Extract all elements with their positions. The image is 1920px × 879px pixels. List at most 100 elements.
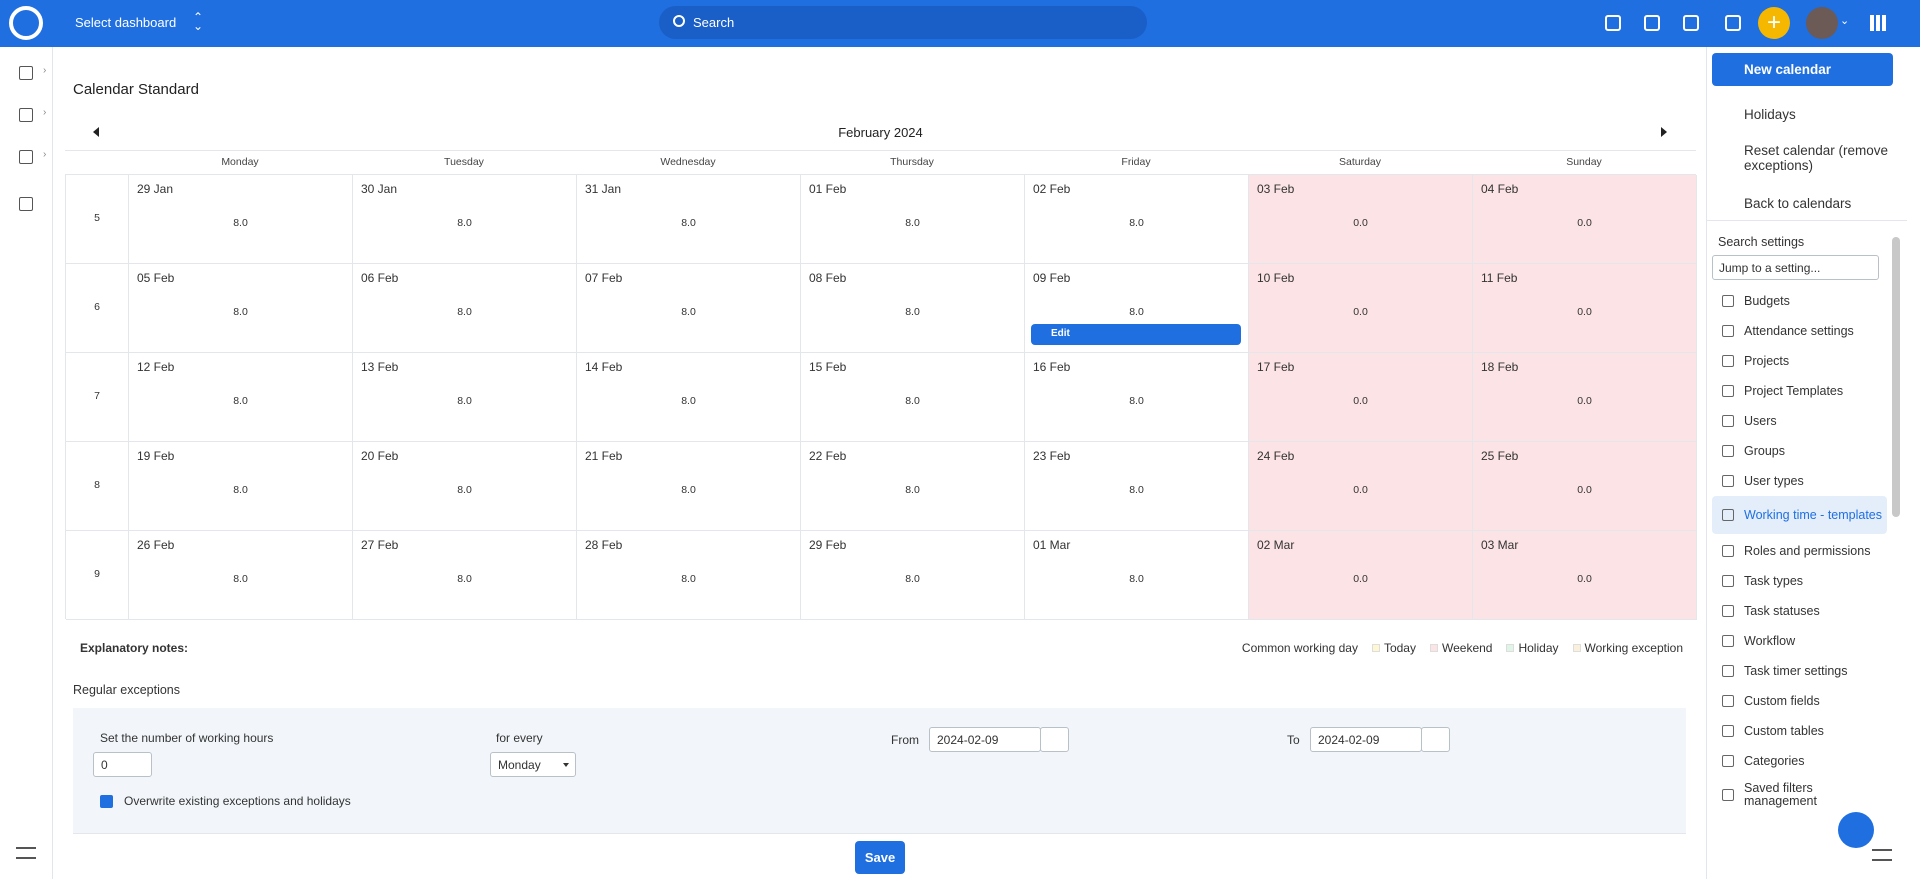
field-label: Set the number of working hours (100, 731, 274, 745)
day-cell[interactable]: 16 Feb 8.0 (1025, 353, 1249, 442)
weekday-select[interactable]: Monday (490, 752, 576, 777)
settings-item[interactable]: Projects (1712, 346, 1887, 376)
day-cell[interactable]: 06 Feb 8.0 (353, 264, 577, 353)
day-cell[interactable]: 21 Feb 8.0 (577, 442, 801, 531)
settings-item[interactable]: Task types (1712, 566, 1887, 596)
day-cell[interactable]: 27 Feb 8.0 (353, 531, 577, 620)
jump-select[interactable]: Jump to a setting... (1712, 255, 1879, 280)
settings-item[interactable]: Groups (1712, 436, 1887, 466)
settings-label: Saved filters management (1744, 781, 1817, 808)
day-cell[interactable]: 25 Feb 0.0 (1473, 442, 1697, 531)
collapse-icon[interactable] (16, 847, 36, 859)
settings-icon (1722, 789, 1734, 801)
day-cell[interactable]: 02 Feb 8.0 (1025, 175, 1249, 264)
settings-item[interactable]: Working time - templates (1712, 496, 1887, 534)
collapse-right-icon[interactable] (1872, 849, 1892, 861)
nav-icon[interactable] (19, 108, 33, 122)
settings-item[interactable]: User types (1712, 466, 1887, 496)
day-cell[interactable]: 30 Jan 8.0 (353, 175, 577, 264)
day-cell[interactable]: 18 Feb 0.0 (1473, 353, 1697, 442)
settings-item[interactable]: Categories (1712, 746, 1887, 776)
settings-item[interactable]: Workflow (1712, 626, 1887, 656)
top-icon[interactable] (1605, 15, 1621, 31)
day-cell[interactable]: 24 Feb 0.0 (1249, 442, 1473, 531)
day-date: 19 Feb (137, 449, 175, 463)
day-cell[interactable]: 23 Feb 8.0 (1025, 442, 1249, 531)
day-cell[interactable]: 29 Feb 8.0 (801, 531, 1025, 620)
avatar[interactable] (1806, 7, 1838, 39)
day-cell[interactable]: 04 Feb 0.0 (1473, 175, 1697, 264)
day-cell[interactable]: 22 Feb 8.0 (801, 442, 1025, 531)
top-icon[interactable] (1644, 15, 1660, 31)
sidebar-action[interactable]: Holidays (1712, 107, 1893, 122)
weekday-label: Tuesday (444, 156, 484, 168)
day-cell[interactable]: 17 Feb 0.0 (1249, 353, 1473, 442)
settings-item[interactable]: Custom tables (1712, 716, 1887, 746)
legend-swatch (1506, 644, 1515, 652)
settings-label: Groups (1744, 443, 1785, 458)
day-cell[interactable]: 07 Feb 8.0 (577, 264, 801, 353)
settings-item[interactable]: Project Templates (1712, 376, 1887, 406)
to-date[interactable]: 2024-02-09 (1310, 727, 1422, 752)
settings-item[interactable]: Roles and permissions (1712, 536, 1887, 566)
day-cell[interactable]: 28 Feb 8.0 (577, 531, 801, 620)
settings-item[interactable]: Task timer settings (1712, 656, 1887, 686)
settings-list: Budgets Attendance settings Projects Projec… (1712, 286, 1887, 816)
calendar-button[interactable] (1421, 727, 1450, 752)
edit-button[interactable]: Edit (1031, 324, 1241, 345)
prev-month[interactable] (93, 127, 99, 137)
day-cell[interactable]: 10 Feb 0.0 (1249, 264, 1473, 353)
dashboard-select[interactable]: Select dashboard (75, 15, 177, 30)
search-box[interactable]: Search (659, 6, 1147, 39)
day-cell[interactable]: 13 Feb 8.0 (353, 353, 577, 442)
day-cell[interactable]: 05 Feb 8.0 (129, 264, 353, 353)
settings-item[interactable]: Saved filters management (1712, 776, 1887, 814)
settings-item[interactable]: Task statuses (1712, 596, 1887, 626)
nav-icon[interactable] (19, 150, 33, 164)
day-hours: 8.0 (457, 573, 472, 585)
day-cell[interactable]: 12 Feb 8.0 (129, 353, 353, 442)
day-cell[interactable]: 03 Mar 0.0 (1473, 531, 1697, 620)
settings-item[interactable]: Users (1712, 406, 1887, 436)
sidebar-action[interactable]: Reset calendar (remove exceptions) (1712, 143, 1893, 173)
logo[interactable] (9, 6, 43, 40)
day-cell[interactable]: 29 Jan 8.0 (129, 175, 353, 264)
top-icon[interactable] (1725, 15, 1741, 31)
settings-item[interactable]: Attendance settings (1712, 316, 1887, 346)
chat-bubble[interactable] (1838, 812, 1874, 848)
settings-item[interactable]: Custom fields (1712, 686, 1887, 716)
action-label: Reset calendar (remove exceptions) (1744, 143, 1889, 173)
day-cell[interactable]: 14 Feb 8.0 (577, 353, 801, 442)
day-date: 17 Feb (1257, 360, 1295, 374)
day-cell[interactable]: 11 Feb 0.0 (1473, 264, 1697, 353)
apps-icon[interactable] (1870, 15, 1886, 31)
day-cell[interactable]: 03 Feb 0.0 (1249, 175, 1473, 264)
hours-input[interactable]: 0 (93, 752, 152, 777)
day-cell[interactable]: 01 Mar 8.0 (1025, 531, 1249, 620)
exceptions-box: Set the number of working hours 0 for ever… (73, 708, 1686, 834)
top-icon[interactable] (1683, 15, 1699, 31)
add-button[interactable]: + (1758, 7, 1790, 39)
settings-label: Projects (1744, 353, 1790, 368)
day-cell[interactable]: 01 Feb 8.0 (801, 175, 1025, 264)
day-cell[interactable]: 08 Feb 8.0 (801, 264, 1025, 353)
day-date: 21 Feb (585, 449, 623, 463)
sidebar-action[interactable]: Back to calendars (1712, 196, 1893, 211)
day-cell[interactable]: 15 Feb 8.0 (801, 353, 1025, 442)
day-date: 01 Feb (809, 182, 847, 196)
nav-icon[interactable] (19, 66, 33, 80)
day-cell[interactable]: 31 Jan 8.0 (577, 175, 801, 264)
day-cell[interactable]: 19 Feb 8.0 (129, 442, 353, 531)
next-month[interactable] (1661, 127, 1667, 137)
day-cell[interactable]: 09 Feb 8.0 Edit (1025, 264, 1249, 353)
nav-icon[interactable] (19, 197, 33, 211)
new-calendar-button[interactable]: New calendar (1712, 53, 1893, 86)
overwrite-checkbox[interactable] (100, 795, 113, 808)
save-button[interactable]: Save (855, 841, 905, 874)
settings-item[interactable]: Budgets (1712, 286, 1887, 316)
day-cell[interactable]: 26 Feb 8.0 (129, 531, 353, 620)
day-cell[interactable]: 20 Feb 8.0 (353, 442, 577, 531)
calendar-button[interactable] (1040, 727, 1069, 752)
day-cell[interactable]: 02 Mar 0.0 (1249, 531, 1473, 620)
from-date[interactable]: 2024-02-09 (929, 727, 1041, 752)
